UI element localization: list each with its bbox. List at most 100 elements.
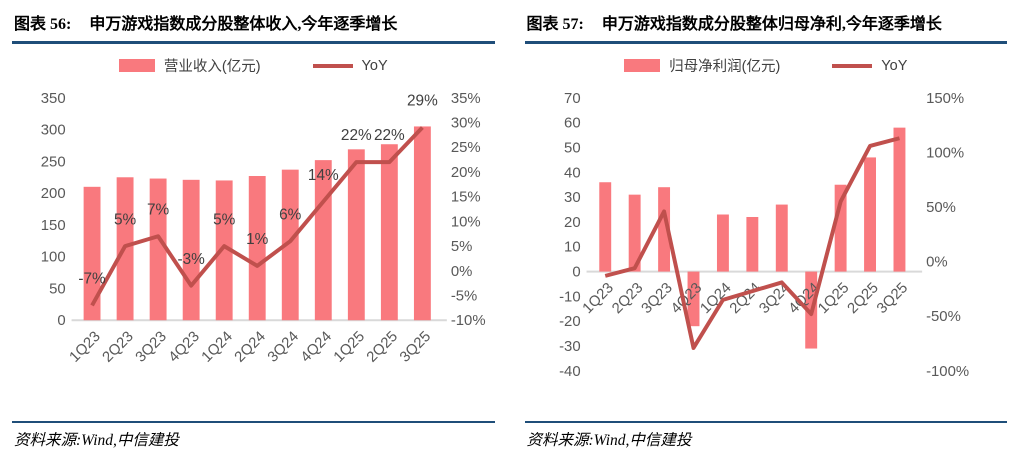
- left-axis-tick-label: -10: [559, 289, 581, 305]
- x-axis-label: 2Q23: [100, 329, 137, 366]
- left-axis-tick-label: 30: [564, 190, 581, 206]
- x-axis-label: 1Q23: [67, 329, 104, 366]
- report-figures-row: 图表 56: 申万游戏指数成分股整体收入,今年逐季增长 营业收入(亿元) YoY…: [12, 6, 1007, 460]
- right-axis-tick-label: 15%: [451, 190, 481, 206]
- left-axis-tick-label: -20: [559, 314, 581, 330]
- bar-1Q25: [834, 184, 847, 272]
- left-axis-tick-label: 0: [572, 265, 580, 281]
- x-axis-label: 1Q25: [331, 329, 368, 366]
- legend-net-profit-label: 归母净利润(亿元): [669, 59, 781, 75]
- line-swatch-icon: [312, 63, 353, 68]
- left-axis-tick-label: 200: [41, 186, 66, 202]
- figure-57: 图表 57: 申万游戏指数成分股整体归母净利,今年逐季增长 归母净利润(亿元) …: [524, 6, 1008, 460]
- left-axis-tick-label: -40: [559, 364, 581, 380]
- bar-3Q23: [657, 187, 670, 272]
- figure-56: 图表 56: 申万游戏指数成分股整体收入,今年逐季增长 营业收入(亿元) YoY…: [12, 6, 495, 460]
- bar-3Q23: [149, 178, 167, 321]
- legend-item-yoy: YoY: [832, 58, 907, 74]
- bar-1Q23: [83, 186, 101, 321]
- legend-56: 营业收入(亿元) YoY: [12, 55, 495, 76]
- bar-2Q24: [248, 176, 266, 321]
- x-axis-label: 1Q25: [815, 280, 852, 317]
- source-note-56: 资料来源:Wind,中信建投: [12, 421, 495, 460]
- x-axis-label: 2Q25: [844, 280, 881, 317]
- figure-56-heading: 申万游戏指数成分股整体收入,今年逐季增长: [89, 16, 398, 33]
- bar-1Q24: [215, 180, 233, 321]
- legend-yoy-label: YoY: [361, 57, 388, 74]
- right-axis-tick-label: 35%: [451, 91, 481, 107]
- yoy-data-label: 14%: [308, 167, 339, 184]
- yoy-data-label: 22%: [341, 127, 372, 144]
- yoy-data-label: 1%: [246, 231, 269, 248]
- left-axis-tick-label: 50: [49, 281, 66, 297]
- figure-57-heading: 申万游戏指数成分股整体归母净利,今年逐季增长: [601, 16, 942, 33]
- right-axis-tick-label: -100%: [926, 364, 969, 380]
- left-axis-tick-label: 0: [57, 313, 65, 329]
- yoy-data-label: 7%: [147, 201, 170, 218]
- figure-56-title-row: 图表 56: 申万游戏指数成分股整体收入,今年逐季增长: [12, 6, 495, 34]
- x-axis-label: 4Q24: [298, 329, 335, 366]
- left-axis-tick-label: 350: [41, 91, 66, 107]
- right-axis-tick-label: 100%: [926, 145, 964, 161]
- bar-3Q25: [413, 126, 431, 321]
- yoy-data-label: 22%: [374, 127, 405, 144]
- right-axis-tick-label: 0%: [451, 264, 473, 280]
- right-axis-tick-label: 30%: [451, 116, 481, 132]
- legend-yoy-label: YoY: [881, 57, 908, 74]
- x-axis-label: 2Q25: [364, 329, 401, 366]
- x-axis-label: 3Q24: [265, 329, 302, 366]
- bar-1Q24: [716, 214, 729, 272]
- legend-revenue-label: 营业收入(亿元): [163, 59, 261, 75]
- x-axis-label: 3Q23: [133, 329, 170, 366]
- left-axis-tick-label: 70: [564, 91, 581, 107]
- bar-3Q25: [893, 127, 905, 272]
- yoy-data-label: 29%: [407, 93, 438, 110]
- figure-57-label: 图表 57:: [526, 16, 584, 33]
- left-axis-tick-label: 250: [41, 154, 66, 170]
- bar-1Q23: [598, 182, 611, 272]
- yoy-data-label: 6%: [279, 206, 302, 223]
- yoy-data-label: -3%: [177, 251, 205, 268]
- x-axis-label: 3Q25: [874, 280, 911, 317]
- left-axis-tick-label: 40: [564, 165, 581, 181]
- figure-56-label: 图表 56:: [14, 16, 72, 33]
- yoy-data-label: -7%: [78, 271, 106, 288]
- x-axis-label: 1Q23: [579, 280, 616, 317]
- x-axis-label: 3Q25: [397, 329, 434, 366]
- bar-3Q24: [281, 169, 299, 321]
- x-axis-label: 3Q23: [638, 280, 675, 317]
- right-axis-tick-label: 0%: [926, 255, 948, 271]
- right-axis-tick-label: 20%: [451, 165, 481, 181]
- x-axis-label: 1Q24: [199, 329, 236, 366]
- net-profit-combo-chart: 70 60 50 40 30 20 10 0 -10 -20 -30 -40 150% 100% 50% 0%…: [559, 91, 969, 380]
- left-axis-tick-label: 50: [564, 140, 581, 156]
- right-axis-tick-label: 150%: [926, 91, 964, 107]
- x-axis-label: 2Q24: [232, 329, 269, 366]
- figure-57-title-row: 图表 57: 申万游戏指数成分股整体归母净利,今年逐季增长: [525, 6, 1008, 34]
- yoy-data-label: 5%: [114, 211, 137, 228]
- left-axis-tick-label: 10: [564, 240, 581, 256]
- bar-1Q25: [347, 149, 365, 321]
- bar-4Q24: [314, 160, 332, 321]
- left-axis-tick-label: 60: [564, 116, 581, 132]
- legend-item-yoy: YoY: [312, 57, 388, 74]
- x-axis-label: 2Q23: [609, 280, 646, 317]
- left-axis-tick-label: 150: [41, 218, 66, 234]
- title-rule: [524, 41, 1007, 44]
- bar-2Q24: [745, 216, 758, 272]
- yoy-line: [604, 136, 900, 350]
- legend-57: 归母净利润(亿元) YoY: [525, 55, 1008, 76]
- source-text: 资料来源:Wind,中信建投: [526, 432, 692, 449]
- bar-swatch-icon: [624, 59, 661, 72]
- bar-4Q23: [687, 271, 699, 327]
- right-axis-tick-label: 5%: [451, 239, 473, 255]
- left-axis-tick-label: 20: [564, 215, 581, 231]
- right-axis-tick-label: 50%: [926, 200, 956, 216]
- right-axis-tick-label: -5%: [451, 288, 477, 304]
- yoy-line: [90, 126, 424, 307]
- source-text: 资料来源:Wind,中信建投: [14, 432, 179, 449]
- right-axis-tick-label: 25%: [451, 140, 481, 156]
- line-swatch-icon: [832, 63, 873, 68]
- bar-3Q24: [775, 204, 788, 272]
